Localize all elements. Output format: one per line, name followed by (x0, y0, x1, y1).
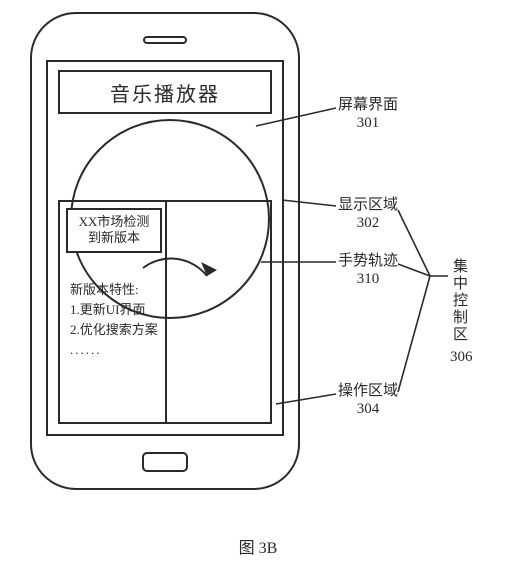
label-302-text: 显示区域 (338, 197, 398, 213)
patent-figure: 音乐播放器 XX市场检测 到新版本 新版 (0, 0, 516, 578)
label-306: 集中控制区 306 (450, 258, 473, 366)
label-302-num: 302 (338, 214, 398, 232)
label-310-text: 手势轨迹 (338, 253, 398, 269)
figure-caption: 图 3B (0, 534, 516, 558)
label-304-text: 操作区域 (338, 383, 398, 399)
label-310: 手势轨迹 310 (338, 252, 398, 288)
label-306-num: 306 (450, 348, 473, 366)
label-301-num: 301 (338, 114, 398, 132)
update-popup: XX市场检测 到新版本 (66, 208, 162, 253)
label-304-num: 304 (338, 400, 398, 418)
label-302: 显示区域 302 (338, 196, 398, 232)
label-301-text: 屏幕界面 (338, 97, 398, 113)
label-301: 屏幕界面 301 (338, 96, 398, 132)
popup-line2: 到新版本 (72, 230, 156, 246)
label-304: 操作区域 304 (338, 382, 398, 418)
popup-line1: XX市场检测 (72, 214, 156, 230)
label-306-text: 集中控制区 (450, 258, 468, 343)
label-310-num: 310 (338, 270, 398, 288)
